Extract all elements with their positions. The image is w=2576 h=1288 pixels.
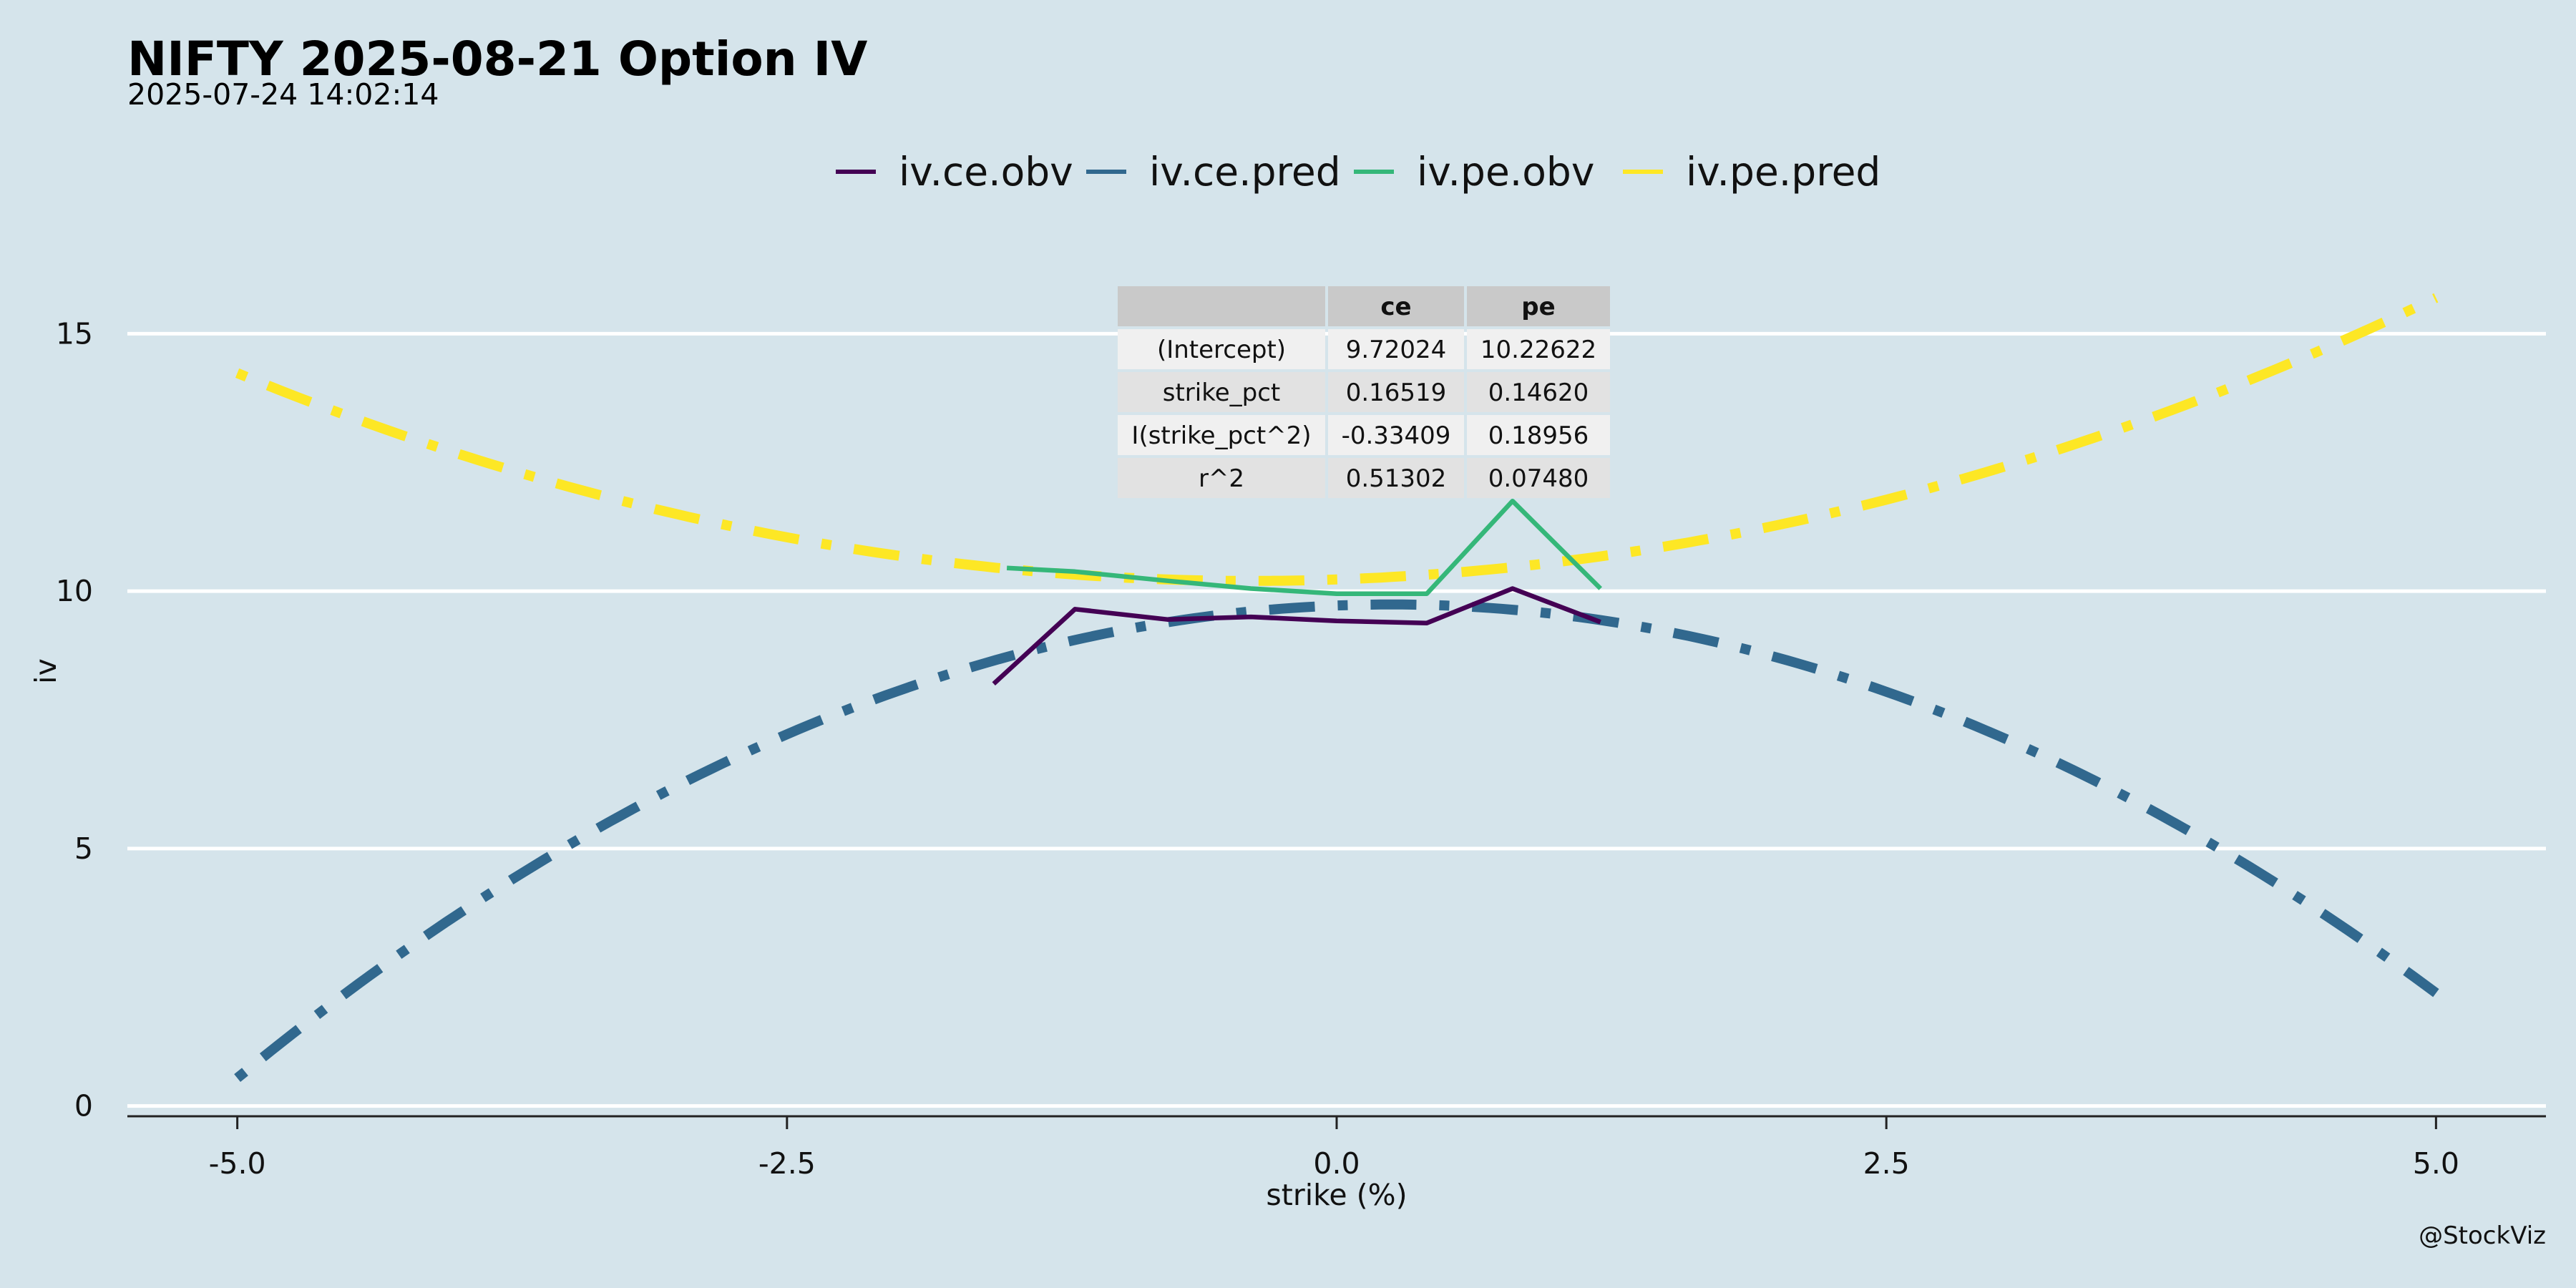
series-layer — [234, 293, 2439, 1083]
legend-item-iv-pe-obv: iv.pe.obv — [1354, 149, 1594, 195]
y-tick-label: 0 — [74, 1089, 93, 1123]
x-tick-label: -5.0 — [209, 1146, 266, 1181]
x-tick-label: 2.5 — [1863, 1146, 1910, 1181]
table-cell-bg — [1118, 372, 1325, 412]
legend-item-iv-ce-obv: iv.ce.obv — [836, 149, 1073, 195]
table-cell-bg — [1118, 415, 1325, 455]
table-header-cell: ce — [1380, 293, 1411, 321]
table-cell-bg — [1467, 286, 1610, 326]
x-axis-label: strike (%) — [1266, 1178, 1407, 1212]
table-cell: 0.14620 — [1488, 379, 1589, 407]
table-cell: (Intercept) — [1157, 336, 1286, 364]
table-cell-bg — [1118, 458, 1325, 498]
x-tick-label: 5.0 — [2413, 1146, 2459, 1181]
table-cell-bg — [1328, 458, 1464, 498]
table-cell: strike_pct — [1163, 379, 1280, 407]
table-cell-bg — [1467, 329, 1610, 369]
table-cell: 0.07480 — [1488, 464, 1589, 493]
table-cell: r^2 — [1199, 464, 1244, 493]
chart-subtitle: 2025-07-24 14:02:14 — [127, 77, 439, 112]
series-line-iv-ce-pred — [234, 599, 2439, 1083]
y-axis-ticks: 0 5 10 15 — [56, 316, 93, 1123]
table-cell: 0.51302 — [1346, 464, 1447, 493]
table-cell: I(strike_pct^2) — [1131, 421, 1311, 450]
legend-item-iv-pe-pred: iv.pe.pred — [1623, 149, 1880, 195]
table-cell-bg — [1467, 372, 1610, 412]
legend-label: iv.pe.obv — [1417, 149, 1594, 195]
table-cell: 9.72024 — [1346, 336, 1447, 364]
table-cell-bg — [1328, 415, 1464, 455]
chart-title: NIFTY 2025-08-21 Option IV — [127, 31, 867, 87]
table-cell: 0.16519 — [1346, 379, 1447, 407]
y-tick-label: 5 — [74, 831, 93, 866]
table-cell-bg — [1467, 415, 1610, 455]
table-cell: 10.22622 — [1480, 336, 1596, 364]
series-line-iv-pe-pred — [235, 293, 2439, 586]
legend-item-iv-ce-pred: iv.ce.pred — [1086, 149, 1341, 195]
table-cell-bg — [1118, 286, 1325, 326]
series-line-iv-ce-obv — [992, 586, 1601, 686]
table-header-cell: pe — [1521, 293, 1555, 321]
table-cell-bg — [1328, 329, 1464, 369]
table-cell-bg — [1467, 458, 1610, 498]
table-cell: 0.18956 — [1488, 421, 1589, 450]
legend-label: iv.pe.pred — [1686, 149, 1880, 195]
x-tick-label: 0.0 — [1313, 1146, 1360, 1181]
y-tick-label: 15 — [56, 316, 93, 351]
y-axis-label: iv — [29, 658, 63, 684]
table-cell-bg — [1118, 329, 1325, 369]
table-cell-bg — [1328, 286, 1464, 326]
x-tick-label: -2.5 — [758, 1146, 816, 1181]
y-tick-label: 10 — [56, 574, 93, 608]
legend-label: iv.ce.pred — [1149, 149, 1341, 195]
table-cell: -0.33409 — [1342, 421, 1451, 450]
series-line-iv-pe-obv — [1006, 498, 1602, 596]
x-axis-ticks: -5.0 -2.5 0.0 2.5 5.0 — [209, 1116, 2459, 1181]
coefficient-table: ce pe (Intercept) 9.72024 10.22622 strike_pct… — [1118, 286, 1610, 498]
legend: iv.ce.obv iv.ce.pred iv.pe.obv iv.pe.pred — [836, 149, 1880, 195]
legend-label: iv.ce.obv — [899, 149, 1073, 195]
caption: @StockViz — [2419, 1221, 2546, 1250]
table-cell-bg — [1328, 372, 1464, 412]
